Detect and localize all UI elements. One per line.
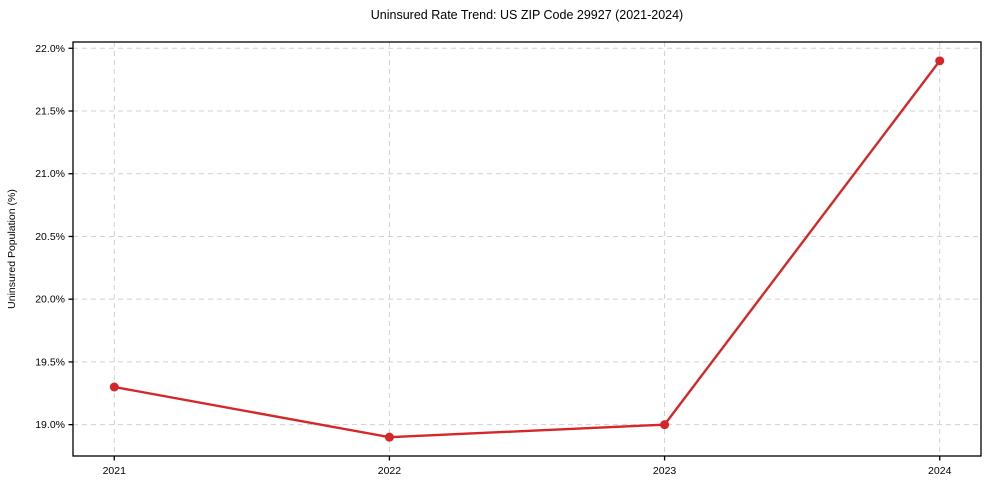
y-tick-label: 21.5% [35,106,65,118]
y-tick-label: 19.0% [35,419,65,431]
data-point [935,56,945,66]
y-tick-label: 21.0% [35,168,65,180]
y-tick-label: 19.5% [35,356,65,368]
y-tick-label: 20.0% [35,294,65,306]
y-tick-label: 22.0% [35,43,65,55]
data-point [384,432,394,442]
x-tick-label: 2024 [928,465,952,477]
y-axis-label: Uninsured Population (%) [6,189,18,309]
plot-border [72,41,982,457]
x-tick-label: 2023 [653,465,677,477]
y-tick-label: 20.5% [35,231,65,243]
data-point [109,382,119,392]
trend-line [113,59,941,439]
data-point [660,420,670,430]
x-tick-label: 2022 [378,465,402,477]
x-tick-label: 2021 [103,465,127,477]
chart-title: Uninsured Rate Trend: US ZIP Code 29927 … [370,8,684,22]
